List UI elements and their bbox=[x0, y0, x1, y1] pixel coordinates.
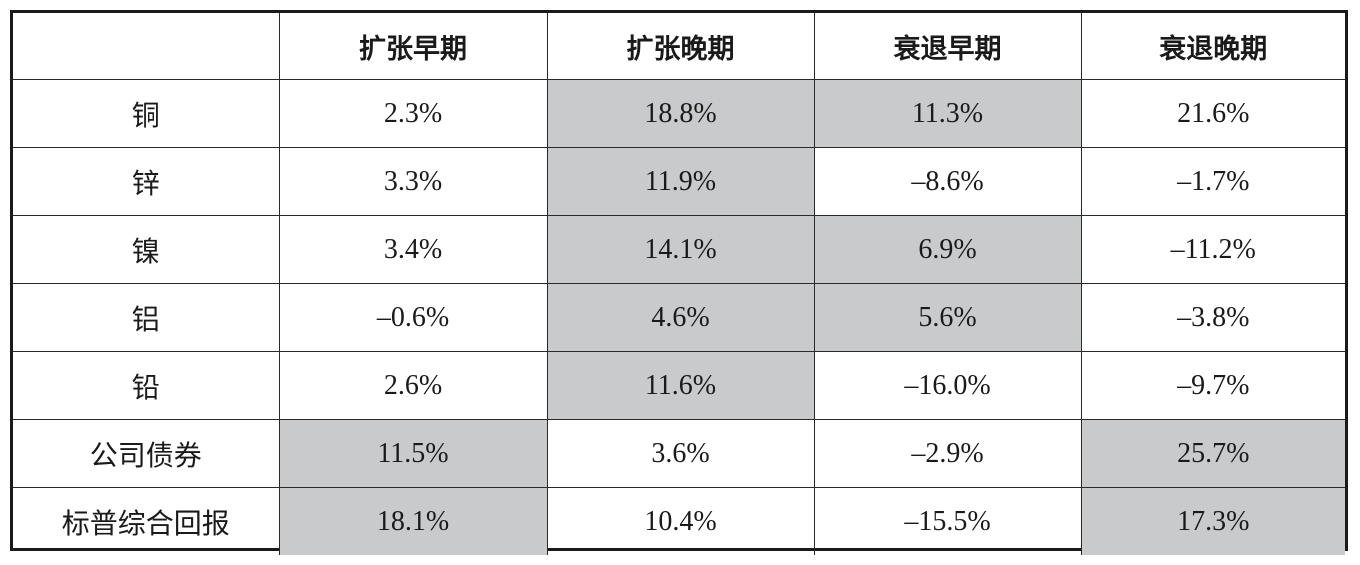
table-cell: 10.4% bbox=[546, 487, 815, 555]
header-cell-late-expansion: 扩张晚期 bbox=[546, 13, 815, 80]
table-cell: –11.2% bbox=[1080, 215, 1345, 284]
table-row: 镍 3.4% 14.1% 6.9% –11.2% bbox=[13, 215, 1345, 284]
table-cell: 3.3% bbox=[278, 147, 548, 216]
table-cell: 14.1% bbox=[546, 215, 815, 284]
table-cell: –2.9% bbox=[813, 419, 1082, 488]
row-label-aluminum: 铝 bbox=[13, 283, 280, 352]
table-cell: 18.1% bbox=[278, 487, 548, 555]
row-label-nickel: 镍 bbox=[13, 215, 280, 284]
table-cell: 3.4% bbox=[278, 215, 548, 284]
returns-table-container: 扩张早期 扩张晚期 衰退早期 衰退晚期 铜 2.3% 18.8% 11.3% 2… bbox=[10, 10, 1348, 555]
header-row: 扩张早期 扩张晚期 衰退早期 衰退晚期 bbox=[13, 13, 1345, 80]
row-label-corporate-bonds: 公司债券 bbox=[13, 419, 280, 488]
table-cell: 21.6% bbox=[1080, 79, 1345, 148]
table-cell: 3.6% bbox=[546, 419, 815, 488]
row-label-lead: 铅 bbox=[13, 351, 280, 420]
header-cell-early-expansion: 扩张早期 bbox=[278, 13, 548, 80]
table-row: 铅 2.6% 11.6% –16.0% –9.7% bbox=[13, 351, 1345, 420]
table-row: 铜 2.3% 18.8% 11.3% 21.6% bbox=[13, 79, 1345, 148]
table-cell: –9.7% bbox=[1080, 351, 1345, 420]
header-cell-late-recession: 衰退晚期 bbox=[1080, 13, 1345, 80]
table-cell: 18.8% bbox=[546, 79, 815, 148]
table-cell: 6.9% bbox=[813, 215, 1082, 284]
table-cell: 11.3% bbox=[813, 79, 1082, 148]
table-cell: 17.3% bbox=[1080, 487, 1345, 555]
table-cell: –1.7% bbox=[1080, 147, 1345, 216]
table-cell: –16.0% bbox=[813, 351, 1082, 420]
header-cell-corner bbox=[13, 13, 280, 80]
table-cell: 11.6% bbox=[546, 351, 815, 420]
table-cell: 4.6% bbox=[546, 283, 815, 352]
table-cell: 5.6% bbox=[813, 283, 1082, 352]
table-cell: 2.6% bbox=[278, 351, 548, 420]
table-cell: 11.5% bbox=[278, 419, 548, 488]
table-cell: –15.5% bbox=[813, 487, 1082, 555]
table-cell: 2.3% bbox=[278, 79, 548, 148]
row-label-zinc: 锌 bbox=[13, 147, 280, 216]
returns-table: 扩张早期 扩张晚期 衰退早期 衰退晚期 铜 2.3% 18.8% 11.3% 2… bbox=[13, 13, 1345, 555]
table-cell: 25.7% bbox=[1080, 419, 1345, 488]
table-cell: –0.6% bbox=[278, 283, 548, 352]
table-row: 公司债券 11.5% 3.6% –2.9% 25.7% bbox=[13, 419, 1345, 488]
table-row: 标普综合回报 18.1% 10.4% –15.5% 17.3% bbox=[13, 487, 1345, 555]
table-row: 锌 3.3% 11.9% –8.6% –1.7% bbox=[13, 147, 1345, 216]
table-row: 铝 –0.6% 4.6% 5.6% –3.8% bbox=[13, 283, 1345, 352]
header-cell-early-recession: 衰退早期 bbox=[813, 13, 1082, 80]
table-cell: 11.9% bbox=[546, 147, 815, 216]
table-cell: –8.6% bbox=[813, 147, 1082, 216]
row-label-copper: 铜 bbox=[13, 79, 280, 148]
row-label-sp-total-return: 标普综合回报 bbox=[13, 487, 280, 555]
table-cell: –3.8% bbox=[1080, 283, 1345, 352]
